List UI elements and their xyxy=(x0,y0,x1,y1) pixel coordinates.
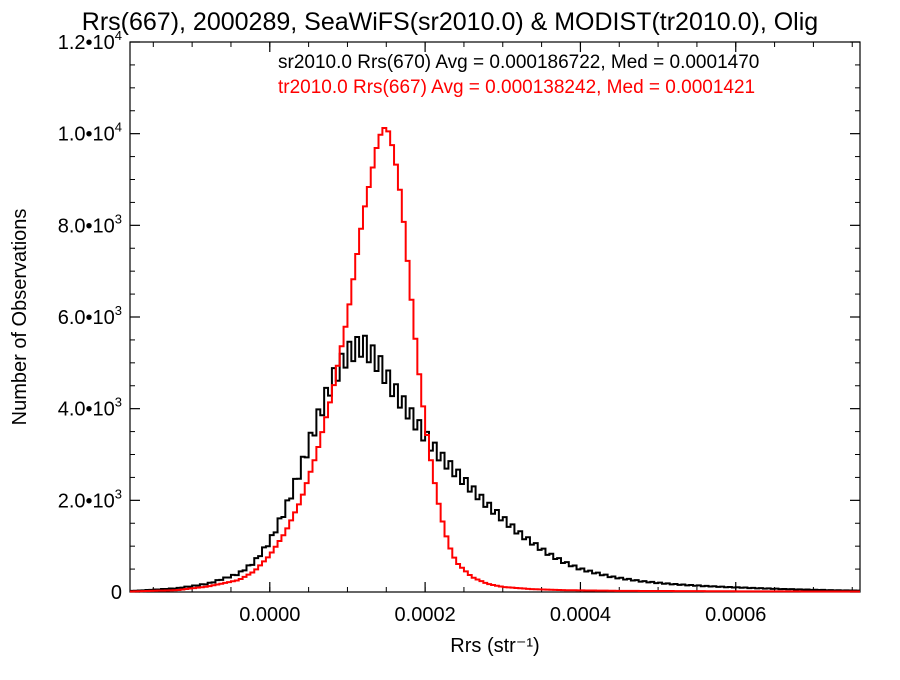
chart-title: Rrs(667), 2000289, SeaWiFS(sr2010.0) & M… xyxy=(82,8,818,36)
x-tick-label: 0.0000 xyxy=(239,604,300,626)
y-axis-ticks: 0 2.0•103 4.0•103 6.0•103 8.0•103 1.0•104 1.2•… xyxy=(58,28,860,604)
histogram-series-tr2010 xyxy=(130,126,860,593)
y-tick-label: 1.2•104 xyxy=(58,28,122,54)
histogram-series-sr2010 xyxy=(130,334,860,592)
y-axis-label: Number of Observations xyxy=(9,209,31,426)
x-axis-label: Rrs (str⁻¹) xyxy=(450,635,539,657)
y-tick-label: 0 xyxy=(111,582,122,604)
series-layer xyxy=(130,126,860,593)
y-tick-label: 2.0•103 xyxy=(58,486,122,512)
y-tick-label: 8.0•103 xyxy=(58,211,122,237)
x-tick-label: 0.0002 xyxy=(395,604,456,626)
y-tick-label: 4.0•103 xyxy=(58,395,122,421)
legend-entry-sr2010: sr2010.0 Rrs(670) Avg = 0.000186722, Med… xyxy=(278,52,759,73)
y-tick-label: 6.0•103 xyxy=(58,303,122,329)
legend-entry-tr2010: tr2010.0 Rrs(667) Avg = 0.000138242, Med… xyxy=(278,77,755,98)
y-tick-label: 1.0•104 xyxy=(58,120,122,146)
x-tick-label: 0.0004 xyxy=(550,604,611,626)
x-tick-label: 0.0006 xyxy=(705,604,766,626)
x-axis-ticks: 0.0000 0.0002 0.0004 0.0006 xyxy=(152,42,853,626)
